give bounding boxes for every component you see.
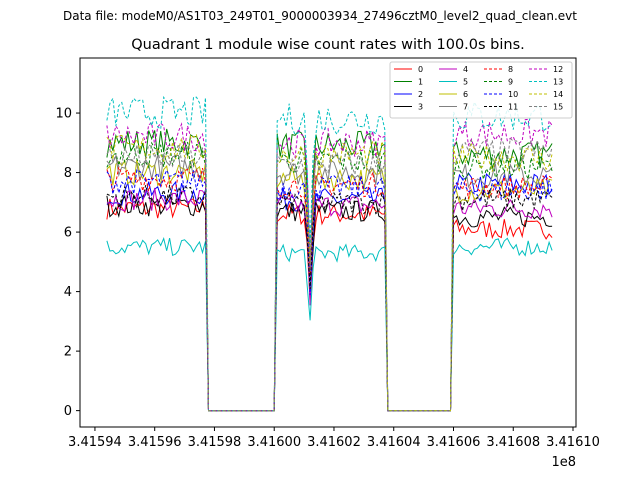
plot-lines [106,95,553,412]
legend-label-2: 2 [418,90,423,99]
y-tick-label: 2 [64,345,72,360]
legend-label-13: 13 [553,78,563,87]
y-tick-label: 0 [64,404,72,419]
legend-label-4: 4 [463,65,468,74]
legend-label-5: 5 [463,78,468,87]
legend-label-6: 6 [463,90,468,99]
series-line-11 [106,184,553,412]
series-line-12 [106,118,553,412]
x-tick-label: 3.41594 [68,435,122,450]
x-tick-label: 3.41604 [367,435,421,450]
x-tick-label: 3.41596 [128,435,182,450]
x-tick-label: 3.41600 [247,435,301,450]
legend-label-9: 9 [508,78,513,87]
legend-label-0: 0 [418,65,423,74]
x-tick-label: 3.41606 [427,435,481,450]
y-tick-label: 8 [64,166,72,181]
series-line-6 [106,158,553,412]
x-axis: 3.41594 3.41596 3.41598 3.41600 3.41602 3.416… [68,427,600,450]
series-line-8 [106,165,553,412]
chart-title: Quadrant 1 module wise count rates with … [131,37,525,53]
x-tick-label: 3.41598 [188,435,242,450]
legend-label-1: 1 [418,78,423,87]
x-offset-label: 1e8 [551,455,576,470]
y-tick-label: 4 [64,285,72,300]
series-line-13 [106,95,553,412]
legend-label-14: 14 [553,90,563,99]
legend-label-12: 12 [553,65,563,74]
legend-label-11: 11 [508,103,518,112]
series-line-9 [106,141,553,412]
series-line-14 [106,133,553,412]
legend-label-7: 7 [463,103,468,112]
y-tick-label: 6 [64,226,72,241]
x-tick-label: 3.41608 [486,435,540,450]
y-tick-label: 10 [55,107,72,122]
y-axis: 0 2 4 6 8 10 [55,107,80,419]
legend-label-15: 15 [553,103,563,112]
series-line-5 [106,237,553,412]
series-line-0 [106,197,553,412]
legend-box [389,61,573,119]
series-line-2 [106,172,553,412]
x-tick-label: 3.41610 [546,435,600,450]
series-line-10 [106,169,553,412]
legend-label-8: 8 [508,65,513,74]
figure-suptitle: Data file: modeM0/AS1T03_249T01_90000039… [63,9,577,23]
plot-area-frame [79,57,577,428]
legend-label-10: 10 [508,90,518,99]
legend-label-3: 3 [418,103,423,112]
x-tick-label: 3.41602 [307,435,361,450]
series-line-7 [106,154,553,412]
series-line-3 [106,193,553,412]
series-line-4 [106,187,553,412]
